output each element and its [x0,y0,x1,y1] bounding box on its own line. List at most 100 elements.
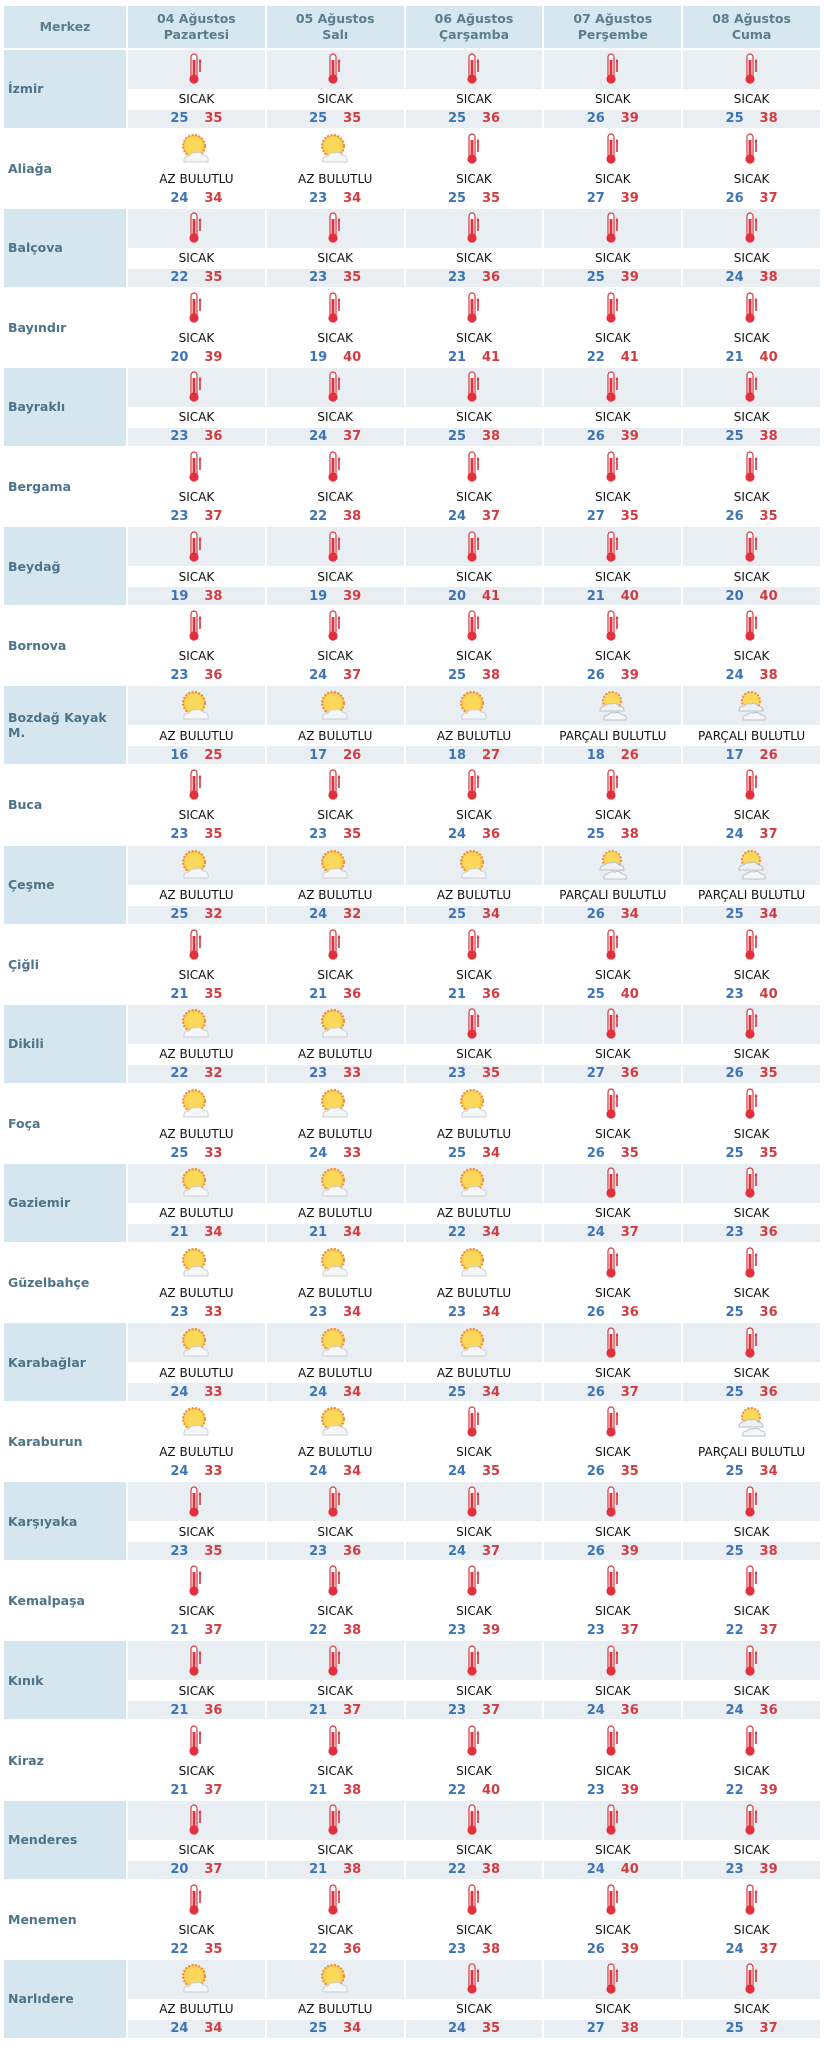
temperature-range: 24 40 [544,1860,682,1879]
district-name[interactable]: Karşıyaka [4,1482,126,1561]
district-name[interactable]: Bornova [4,607,126,685]
temperature-range: 26 35 [544,1463,681,1481]
district-name[interactable]: Dikili [4,1004,126,1083]
condition-label: SICAK [405,804,543,826]
min-temp: 23 [170,1305,189,1320]
sun-cloud-icon [266,1959,404,1999]
district-name[interactable]: Bergama [4,448,126,526]
district-name[interactable]: Bayraklı [4,367,126,446]
forecast-cell: SICAK 20 40 [683,527,820,606]
day-date: 05 Ağustos [295,11,375,26]
condition-label: SICAK [266,88,404,110]
temperature-range: 22 37 [683,1622,820,1640]
min-temp: 24 [309,429,328,445]
condition-label: SICAK [683,1919,820,1941]
condition-label: SICAK [405,645,543,667]
sun-cloud-icon [405,1323,543,1363]
district-name[interactable]: Bozdağ Kayak M. [4,686,126,765]
forecast-cell: AZ BULUTLU 25 34 [405,1323,543,1402]
temperature-range: 24 37 [683,1940,820,1958]
condition-label: AZ BULUTLU [405,1123,543,1145]
forecast-cell: AZ BULUTLU 24 33 [266,1084,404,1162]
condition-label: AZ BULUTLU [128,1123,265,1145]
forecast-cell: SICAK 25 38 [544,766,682,844]
max-temp: 36 [343,1543,362,1559]
district-name[interactable]: Kınık [4,1641,126,1720]
district-name-label: Balçova [8,240,63,256]
thermometer-icon [128,448,265,487]
sun-cloud-icon [267,1244,404,1283]
district-name[interactable]: Kemalpaşa [4,1562,126,1640]
condition-label: PARÇALI BULUTLU [683,884,820,906]
sun-cloud-icon [128,1163,265,1203]
min-temp: 24 [170,1384,189,1400]
min-temp: 25 [447,1384,467,1400]
max-temp: 38 [481,1941,501,1957]
min-temp: 23 [447,1066,467,1082]
district-name[interactable]: Balçova [4,208,126,287]
district-name[interactable]: Çeşme [4,845,126,924]
max-temp: 34 [481,1145,501,1161]
thermometer-icon [544,1641,682,1681]
temperature-range: 25 34 [683,1463,820,1481]
temperature-range: 19 40 [267,348,404,366]
district-name[interactable]: Buca [4,766,126,844]
district-name[interactable]: Karaburun [4,1403,126,1481]
max-temp: 35 [481,190,501,206]
min-temp: 26 [586,111,605,127]
thermometer-icon [405,527,543,567]
condition-label: AZ BULUTLU [128,725,265,747]
district-name[interactable]: Narlıdere [4,1959,126,2038]
district-name[interactable]: İzmir [4,49,126,128]
district-name-label: Bayraklı [8,399,66,415]
condition-label: SICAK [544,486,682,508]
district-name[interactable]: Karabağlar [4,1323,126,1402]
forecast-cell: SICAK 24 37 [683,1880,820,1958]
condition-label: AZ BULUTLU [266,725,404,747]
district-name[interactable]: Menemen [4,1880,126,1958]
forecast-cell: SICAK 26 39 [544,367,682,446]
condition-label: SICAK [544,1680,682,1702]
forecast-cell: SICAK 24 37 [266,367,404,446]
max-temp: 37 [481,1543,501,1559]
district-name[interactable]: Menderes [4,1800,126,1879]
table-row: Karşıyaka SICAK 23 35 SICAK 23 36 SICAK … [4,1482,820,1561]
max-temp: 33 [343,1066,362,1082]
table-row: Bergama SICAK 23 37 SICAK 22 38 SICAK 24… [4,448,820,526]
district-name[interactable]: Foça [4,1084,126,1162]
district-name[interactable]: Kiraz [4,1721,126,1799]
district-name[interactable]: Aliağa [4,129,126,207]
table-row: Menemen SICAK 22 35 SICAK 22 36 SICAK 23… [4,1880,820,1958]
max-temp: 39 [343,588,362,604]
district-name[interactable]: Çiğli [4,925,126,1003]
condition-label: AZ BULUTLU [128,1202,265,1224]
temperature-range: 26 39 [544,427,682,446]
thermometer-icon [128,288,265,327]
max-temp: 41 [620,349,639,365]
max-temp: 34 [481,907,501,923]
forecast-cell: AZ BULUTLU 21 34 [266,1163,404,1242]
temperature-range: 16 25 [128,746,265,765]
forecast-cell: SICAK 22 35 [128,208,265,287]
forecast-cell: SICAK 21 40 [544,527,682,606]
temperature-range: 25 35 [266,109,404,128]
district-name[interactable]: Gaziemir [4,1163,126,1242]
temperature-range: 26 39 [544,109,682,128]
temperature-range: 23 34 [267,1304,404,1322]
condition-label: SICAK [128,1919,265,1941]
condition-label: SICAK [544,1202,682,1224]
district-name[interactable]: Bayındır [4,288,126,366]
temperature-range: 20 37 [128,1860,265,1879]
forecast-cell: SICAK 26 39 [544,1880,682,1958]
temperature-range: 25 34 [683,905,820,924]
forecast-cell: SICAK 26 37 [683,129,820,207]
district-name[interactable]: Beydağ [4,527,126,606]
temperature-range: 22 38 [267,508,404,526]
district-name[interactable]: Güzelbahçe [4,1244,126,1322]
temperature-range: 25 38 [683,427,820,446]
temperature-range: 27 38 [544,2019,682,2038]
max-temp: 39 [620,1941,639,1957]
forecast-cell: SICAK 24 37 [544,1163,682,1242]
condition-label: AZ BULUTLU [405,1362,543,1384]
temperature-range: 23 35 [128,826,265,844]
